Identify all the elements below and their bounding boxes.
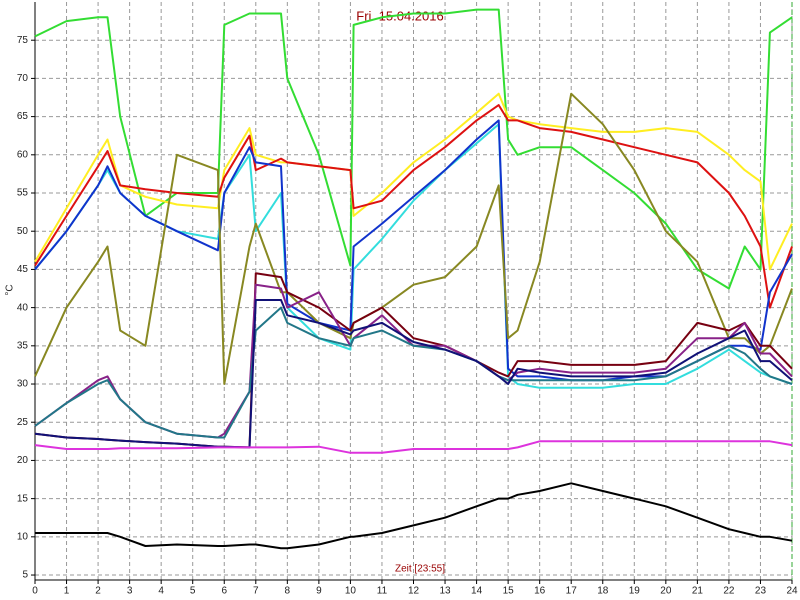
x-tick-label: 14	[471, 586, 483, 597]
x-tick-label: 0	[32, 586, 38, 597]
series-line	[34, 306, 793, 439]
y-tick-label: 5	[22, 570, 28, 581]
y-tick-label: 20	[17, 455, 29, 466]
x-tick-label: 4	[158, 586, 164, 597]
y-tick-label: 55	[17, 188, 29, 199]
y-axis-label: °C	[5, 284, 16, 295]
y-tick-label: 50	[17, 226, 29, 237]
x-tick-label: 7	[253, 586, 259, 597]
x-tick-label: 2	[95, 586, 101, 597]
x-tick-label: 13	[439, 586, 451, 597]
x-tick-label: 18	[597, 586, 609, 597]
x-tick-label: 24	[786, 586, 798, 597]
y-tick-label: 60	[17, 149, 29, 160]
x-tick-label: 3	[127, 586, 133, 597]
y-tick-label: 70	[17, 73, 29, 84]
x-tick-label: 19	[629, 586, 641, 597]
y-tick-label: 40	[17, 302, 29, 313]
x-tick-label: 6	[221, 586, 227, 597]
x-tick-label: 5	[190, 586, 196, 597]
x-tick-label: 11	[377, 586, 388, 597]
y-tick-label: 75	[17, 35, 29, 46]
x-tick-label: 17	[566, 586, 578, 597]
series-line	[35, 482, 793, 550]
y-tick-label: 65	[17, 111, 29, 122]
x-tick-label: 20	[660, 586, 672, 597]
series-line	[34, 104, 793, 309]
x-tick-label: 16	[534, 586, 546, 597]
x-tick-label: 21	[692, 586, 704, 597]
x-tick-label: 12	[408, 586, 420, 597]
y-tick-label: 10	[17, 531, 29, 542]
x-tick-label: 1	[64, 586, 70, 597]
y-tick-label: 25	[17, 417, 29, 428]
x-axis-label: Zeit [23:55]	[395, 564, 445, 575]
x-tick-label: 22	[723, 586, 735, 597]
y-tick-label: 15	[17, 493, 29, 504]
x-tick-label: 15	[503, 586, 515, 597]
series-line	[34, 92, 793, 271]
series-line	[34, 92, 793, 385]
x-tick-label: 10	[345, 586, 357, 597]
x-tick-label: 23	[755, 586, 767, 597]
series-line	[34, 440, 793, 454]
y-tick-label: 35	[17, 340, 29, 351]
y-tick-label: 30	[17, 379, 29, 390]
x-tick-label: 9	[316, 586, 322, 597]
y-tick-label: 45	[17, 264, 29, 275]
series-line	[34, 299, 793, 449]
x-tick-label: 8	[285, 586, 291, 597]
